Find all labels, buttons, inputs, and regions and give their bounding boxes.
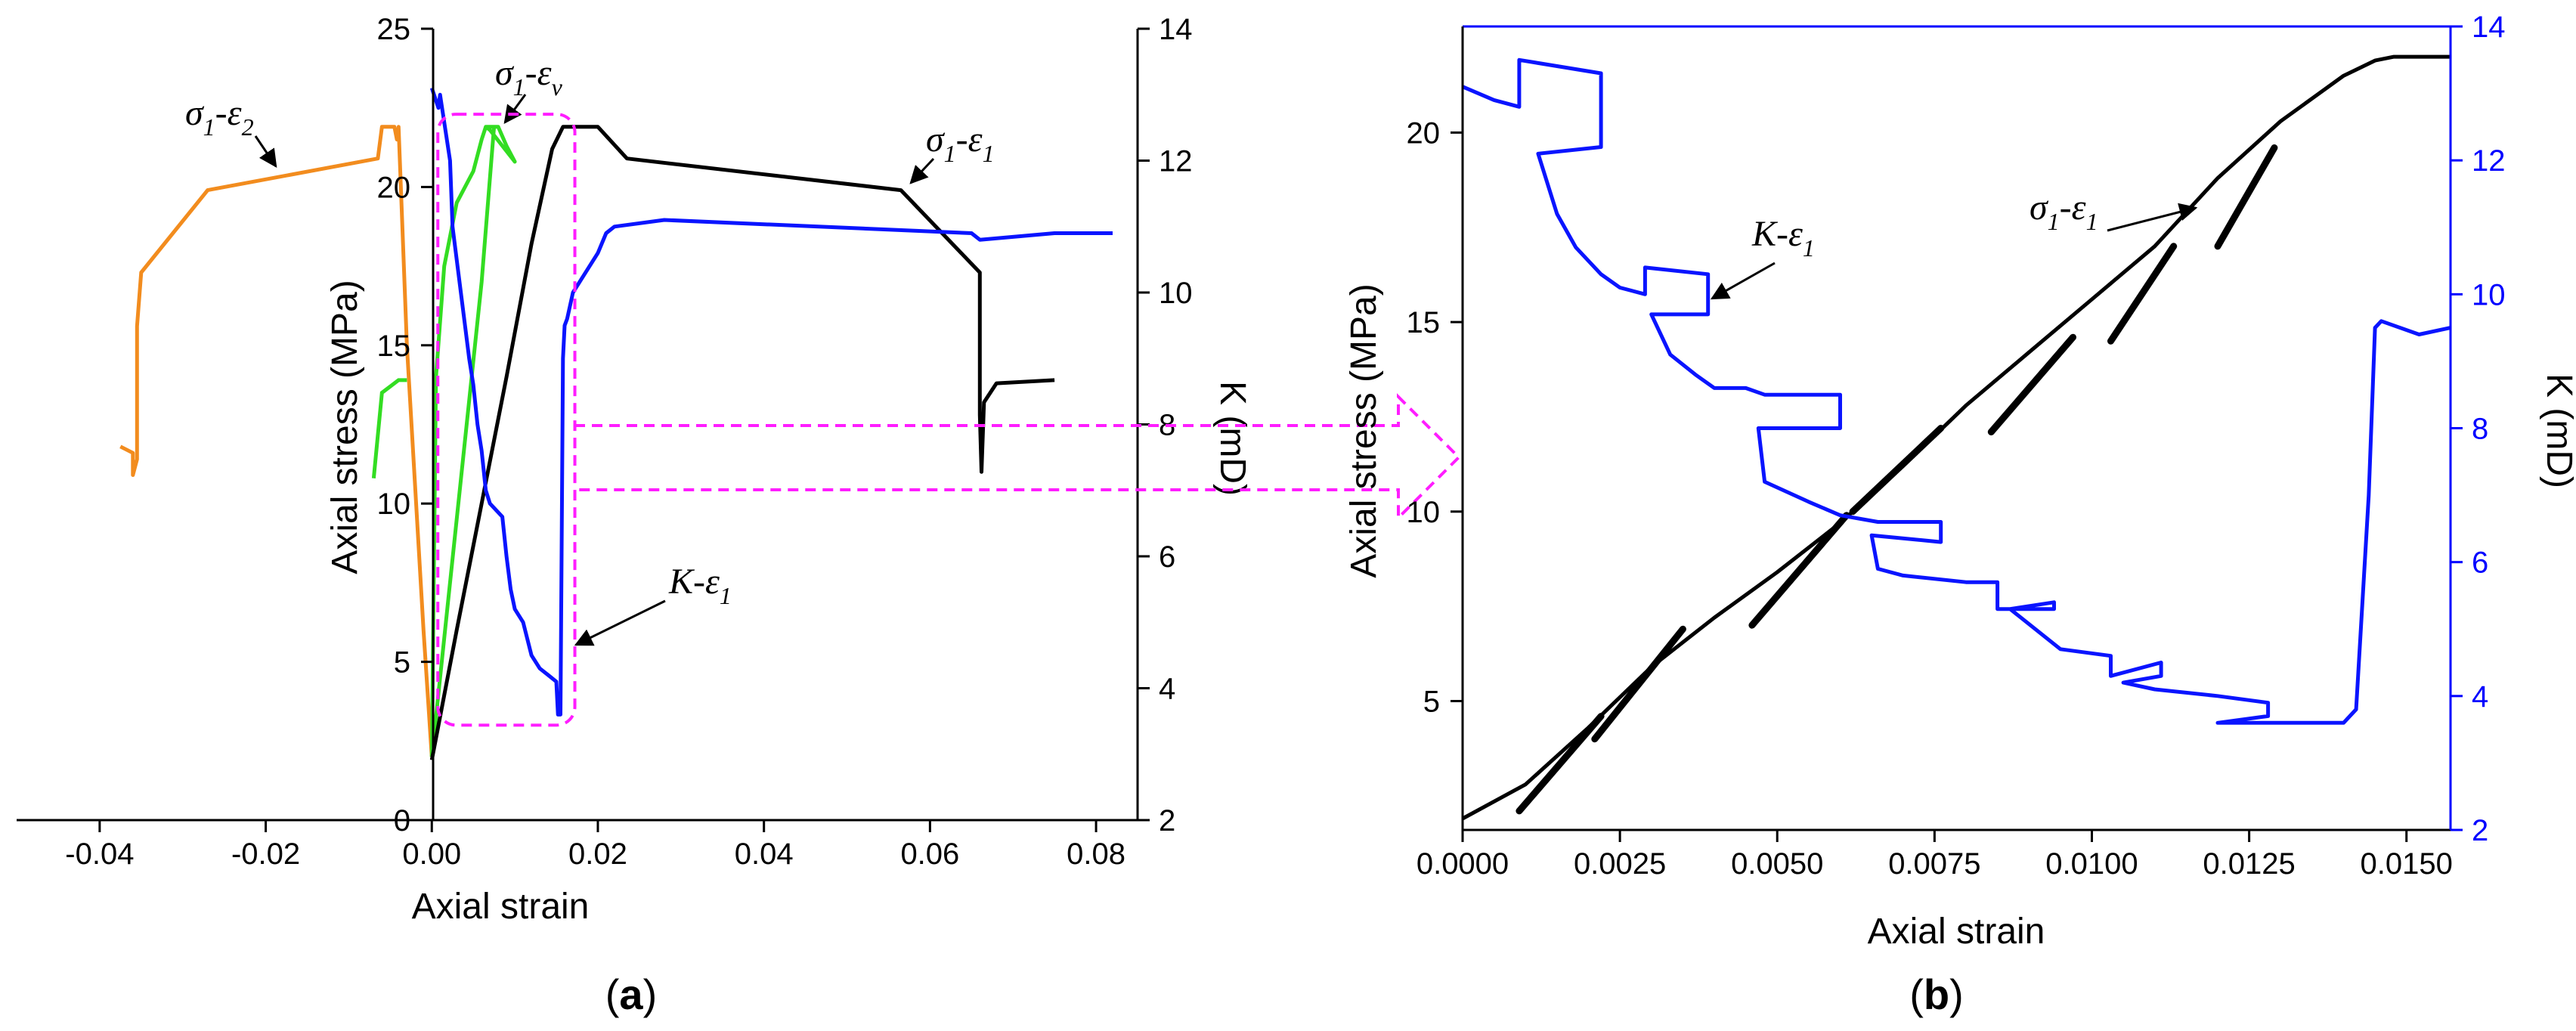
annot-k-eps1: K-ε1 <box>668 562 732 609</box>
panel-b-unload-loop <box>2107 243 2178 345</box>
panel-b-xtick-label: 0.0125 <box>2203 847 2295 881</box>
panel-b-ylabel: Axial stress (MPa) <box>1344 283 1384 577</box>
panel-b-xtick-label: 0.0050 <box>1731 847 1823 881</box>
panel-a-series-green-part2 <box>371 378 407 478</box>
annot-sigma-eps2: σ1-ε2 <box>185 93 254 141</box>
zoom-box <box>436 113 577 727</box>
panel-a-xtick-label: 0.00 <box>402 837 461 871</box>
panel-b-label: (b) <box>1909 971 1964 1018</box>
panel-a-y2label: K (mD) <box>1212 381 1252 496</box>
panel-a-ytick-label: 5 <box>394 646 410 680</box>
panel-a-xtick-label: 0.06 <box>900 837 959 871</box>
annot-sigma-eps1: σ1-ε1 <box>926 119 995 167</box>
panel-b-xlabel: Axial strain <box>1868 912 2045 952</box>
panel-a-annot-black: σ1-ε1 <box>909 119 995 184</box>
panel-a-xtick-label: 0.04 <box>735 837 794 871</box>
annot-arrow-orange <box>254 135 277 168</box>
panel-b-annot-blue: K-ε1 <box>1710 214 1815 300</box>
panel-b-unload-loop <box>1987 333 2076 435</box>
panel-a-y2tick-label: 10 <box>1159 277 1193 310</box>
annot-arrow-green <box>503 94 527 124</box>
panel-a-xlabel: Axial strain <box>412 887 590 927</box>
panel-b-series-blue <box>1462 57 2451 725</box>
panel-b-annot-black: σ1-ε1 <box>2030 187 2198 235</box>
panel-b-xtick-label: 0.0075 <box>1888 847 1980 881</box>
panel-b-series-black <box>1461 54 2451 821</box>
panel-a-ytick-label: 25 <box>377 13 411 46</box>
annot-sigma-epsv: σ1-εv <box>495 53 563 101</box>
panel-a-ytick-label: 15 <box>377 330 411 363</box>
panel-b-ytick-label: 5 <box>1423 686 1440 719</box>
panel-b-y2tick-label: 10 <box>2472 278 2506 311</box>
panel-a: -0.04 -0.02 0.00 0.02 0.04 0.06 0.080510152025… <box>17 13 1461 1018</box>
panel-b-unload-loop <box>1748 512 1850 629</box>
panel-b-y2tick-label: 2 <box>2472 814 2488 847</box>
panel-b-y2tick-label: 8 <box>2472 413 2488 446</box>
panel-a-ylabel: Axial stress (MPa) <box>325 280 365 574</box>
panel-b-ytick-label: 15 <box>1407 306 1441 339</box>
panel-a-series-black <box>429 125 1055 760</box>
panel-b-ticks: 0.0000 0.0025 0.0050 0.0075 0.0100 0.0125 0.01… <box>1407 11 2506 881</box>
annot-b-arrow-blue <box>1710 262 1776 300</box>
panel-a-ticks: -0.04 -0.02 0.00 0.02 0.04 0.06 0.08 0 5 10 15 20 25… <box>65 13 1192 871</box>
panel-b-y2tick-label: 12 <box>2472 144 2506 178</box>
panel-b-y2tick-label: 4 <box>2472 680 2488 714</box>
panel-b-xtick-label: 0.0100 <box>2045 847 2138 881</box>
panel-a-series-orange <box>119 125 434 757</box>
annot-arrow-blue <box>574 599 666 646</box>
panel-a-series-blue <box>429 87 1113 717</box>
panel-a-y2tick-label: 12 <box>1159 145 1193 178</box>
panel-b-y2tick-label: 6 <box>2472 546 2488 580</box>
panel-b-xtick-label: 0.0150 <box>2361 847 2453 881</box>
annot-arrow-black <box>909 157 935 184</box>
panel-a-series-layer <box>119 87 1113 760</box>
panel-a-label: (a) <box>605 971 657 1018</box>
panel-a-xtick-label: 0.02 <box>568 837 627 871</box>
panel-a-y2tick-label: 14 <box>1159 13 1193 46</box>
panel-b-ytick-label: 20 <box>1407 116 1441 150</box>
panel-a-y2tick-label: 6 <box>1159 540 1175 574</box>
panel-a-y2tick-label: 2 <box>1159 804 1175 837</box>
panel-a-ytick-label: 0 <box>394 804 410 837</box>
zoom-arrow <box>574 393 1461 522</box>
panel-a-annot-orange: σ1-ε2 <box>185 93 277 168</box>
annot-b-k-eps1: K-ε1 <box>1751 214 1815 262</box>
panel-a-annot-blue: K-ε1 <box>574 562 732 646</box>
annot-b-arrow-black <box>2107 203 2198 232</box>
panel-b-series-layer <box>1461 54 2451 821</box>
panel-b-unload-loop <box>1849 425 1945 516</box>
panel-b-unload-loop <box>1591 625 1686 743</box>
panel-b-y2label: K (mD) <box>2539 373 2576 488</box>
panel-a-annot-green: σ1-εv <box>495 53 563 124</box>
panel-b-unload-loop <box>1516 713 1605 815</box>
panel-b-xtick-label: 0.0025 <box>1574 847 1666 881</box>
panel-a-ytick-label: 10 <box>377 488 411 521</box>
panel-a-series-green-part3 <box>429 126 497 757</box>
panel-b-unload-loop <box>2214 144 2278 250</box>
panel-b-axes <box>1461 25 2452 831</box>
panel-a-y2tick-label: 4 <box>1159 673 1175 706</box>
panel-a-xtick-label: 0.08 <box>1067 837 1125 871</box>
panel-a-xtick-label: -0.04 <box>65 837 134 871</box>
panel-b-xtick-label: 0.0000 <box>1416 847 1509 881</box>
annot-b-sigma-eps1: σ1-ε1 <box>2030 187 2098 235</box>
panel-b-ytick-label: 10 <box>1407 496 1441 529</box>
panel-a-xtick-label: -0.02 <box>231 837 300 871</box>
panel-a-ytick-label: 20 <box>377 171 411 204</box>
panel-b-y2tick-label: 14 <box>2472 11 2506 44</box>
panel-a-series-green <box>429 125 517 757</box>
panel-b: 0.0000 0.0025 0.0050 0.0075 0.0100 0.0125 0.01… <box>1344 11 2576 1018</box>
